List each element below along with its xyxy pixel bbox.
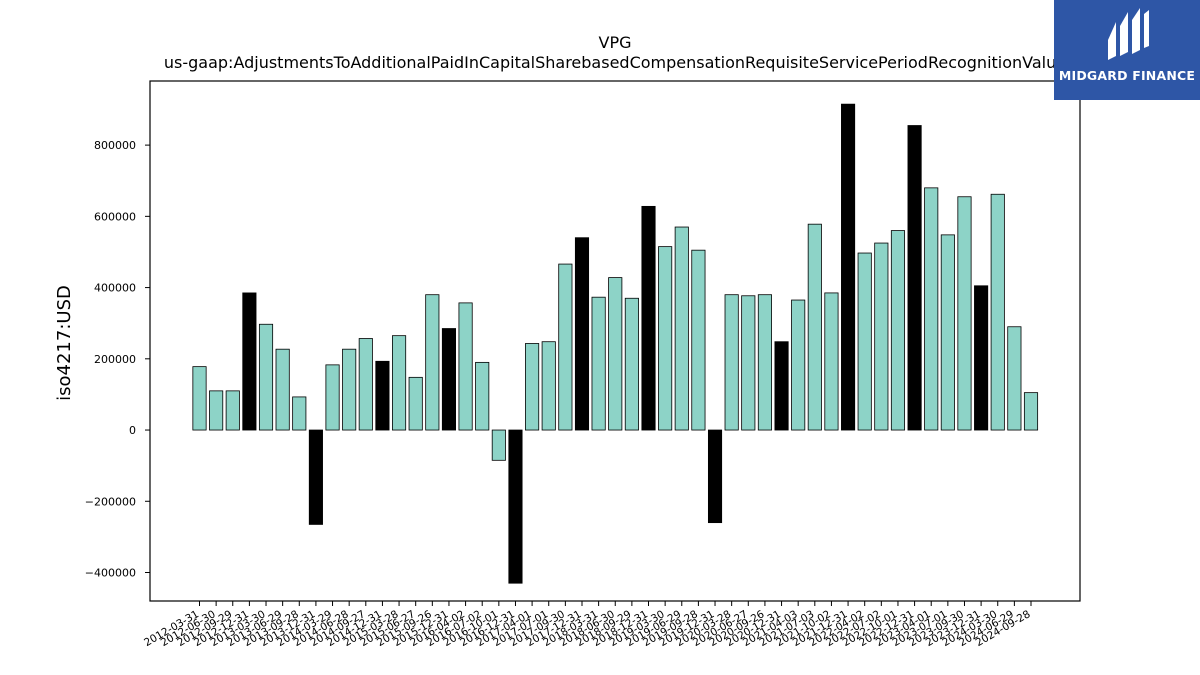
bar-2015-06-27 [408, 376, 423, 431]
chart-title: VPG [599, 33, 632, 52]
bar-2018-09-29 [624, 297, 639, 431]
y-axis-label: iso4217:USD [54, 285, 75, 401]
bar-2012-12-31 [242, 292, 257, 431]
bar-2018-03-31 [591, 296, 606, 431]
brand-logo: MIDGARD FINANCE [1054, 0, 1200, 100]
bar-2012-03-31 [192, 366, 207, 431]
bar-2016-04-02 [458, 302, 473, 431]
bar-2024-06-29 [1007, 326, 1022, 431]
y-tick-label: 600000 [94, 210, 136, 223]
bar-2014-03-29 [325, 364, 340, 431]
bar-2014-09-27 [358, 338, 373, 431]
bar-2021-04-03 [791, 299, 806, 431]
bar-2024-09-28 [1023, 392, 1039, 431]
y-tick-label: −400000 [85, 567, 136, 580]
bar-2012-06-30 [209, 390, 224, 431]
bar-2023-04-01 [924, 187, 939, 431]
bar-2012-09-29 [225, 390, 240, 431]
bar-2014-06-28 [342, 348, 357, 431]
y-tick-label: 800000 [94, 139, 136, 152]
y-tick-label: −200000 [85, 495, 136, 508]
y-tick-label: 400000 [94, 282, 136, 295]
bar-2022-10-01 [890, 230, 906, 431]
bar-2013-12-31 [308, 429, 323, 525]
bar-2023-12-31 [974, 285, 989, 431]
bar-2016-10-01 [491, 429, 506, 461]
bar-2017-12-31 [574, 237, 590, 431]
y-axis: −400000 −200000 0 200000 400000 600000 800000 [85, 139, 150, 580]
bar-2021-12-31 [841, 103, 856, 431]
bar-2013-03-30 [258, 323, 274, 431]
bar-2015-09-26 [425, 294, 440, 431]
bar-2020-12-31 [774, 341, 789, 431]
bar-2019-09-28 [691, 249, 706, 431]
bar-2023-07-01 [940, 234, 955, 431]
bar-2019-06-29 [674, 226, 689, 431]
midgard-logo-icon [1108, 8, 1149, 60]
logo-text: MIDGARD FINANCE [1058, 68, 1196, 83]
bar-2015-03-28 [392, 335, 407, 431]
bar-2016-07-02 [475, 361, 490, 431]
bar-2016-12-31 [508, 429, 523, 584]
bars-group [192, 103, 1039, 584]
bar-2015-12-31 [441, 328, 456, 431]
y-tick-label: 200000 [94, 353, 136, 366]
bar-2017-07-01 [541, 341, 556, 431]
bar-2021-07-03 [807, 223, 822, 431]
bar-2013-06-29 [275, 348, 290, 431]
chart-subtitle: us-gaap:AdjustmentsToAdditionalPaidInCap… [164, 53, 1066, 72]
bar-2020-06-27 [741, 295, 756, 431]
bar-2022-04-02 [857, 252, 872, 431]
bar-2024-03-30 [990, 193, 1005, 431]
bar-2018-06-30 [608, 277, 623, 431]
plot-frame [149, 80, 1081, 602]
bar-2023-09-30 [957, 196, 972, 431]
x-axis: 2012-03-312012-06-302012-09-292012-12-31… [142, 601, 1033, 649]
bar-2014-12-31 [375, 360, 390, 431]
bar-2019-03-30 [658, 246, 673, 431]
bar-2017-04-01 [525, 343, 540, 431]
bar-2020-09-26 [757, 294, 772, 431]
bar-2013-09-28 [292, 396, 307, 431]
bar-2018-12-31 [641, 205, 656, 431]
y-tick-label: 0 [129, 424, 136, 437]
bar-2022-12-31 [907, 125, 922, 431]
bar-2020-03-28 [724, 294, 739, 431]
bar-2019-12-31 [707, 429, 723, 524]
bar-2021-10-02 [824, 292, 839, 431]
bar-2022-07-02 [874, 242, 889, 431]
bar-2017-09-30 [558, 263, 573, 431]
